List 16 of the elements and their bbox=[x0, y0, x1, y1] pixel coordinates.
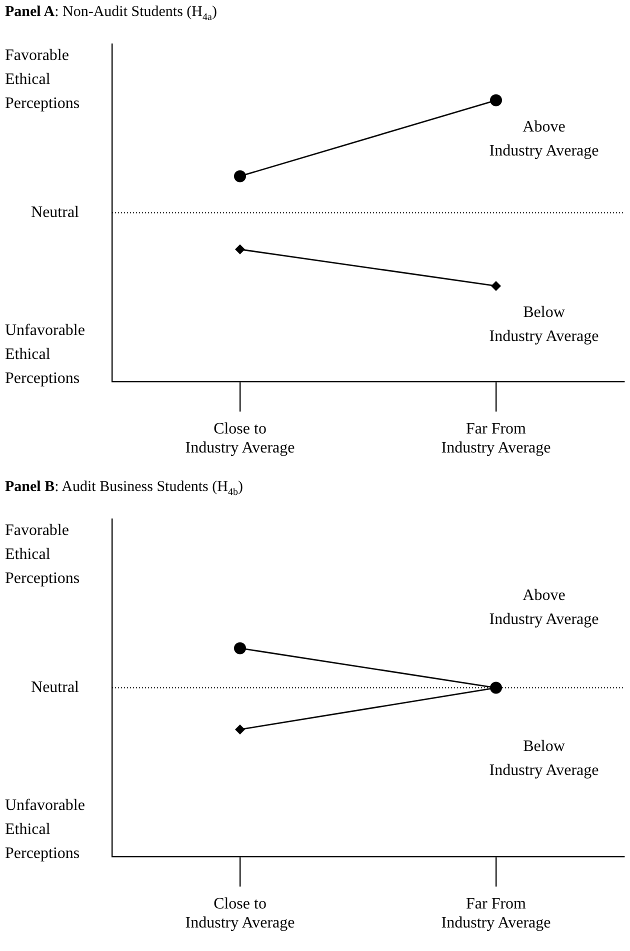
ref-line-label: Neutral bbox=[31, 204, 80, 222]
x-tick-label: Close to Industry Average bbox=[185, 420, 295, 457]
series-label: Below Industry Average bbox=[489, 304, 599, 346]
text: Favorable Ethical Perceptions bbox=[5, 522, 80, 588]
ref-line-label: Neutral bbox=[31, 679, 80, 696]
text: Below Industry Average bbox=[489, 738, 599, 780]
x-tick-label: Far From Industry Average bbox=[441, 895, 551, 932]
text: Above Industry Average bbox=[489, 587, 599, 628]
x-tick-label: Close to Industry Average bbox=[185, 895, 295, 932]
chart-title: Panel A: Non-Audit Students (H$_{4a}$) bbox=[5, 4, 217, 23]
chart-title: Panel B: Audit Business Students (H$_{4b}$) bbox=[5, 479, 243, 498]
x-tick-label: Far From Industry Average bbox=[441, 420, 551, 457]
text: Unfavorable Ethical Perceptions bbox=[5, 796, 85, 862]
text: Favorable Ethical Perceptions bbox=[5, 47, 80, 112]
series-label: Above Industry Average bbox=[489, 118, 599, 160]
text: Unfavorable Ethical Perceptions bbox=[5, 322, 85, 387]
